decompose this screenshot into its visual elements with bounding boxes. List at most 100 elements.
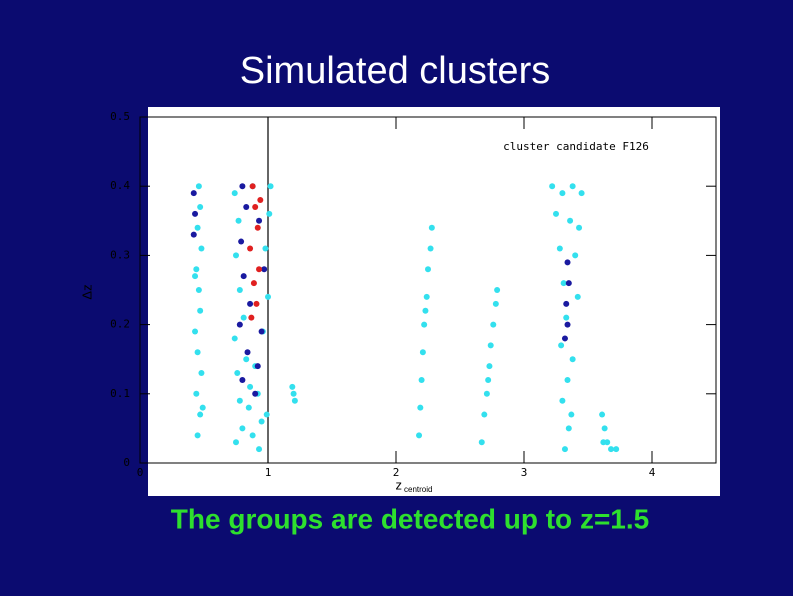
point (192, 273, 199, 280)
point (418, 376, 425, 383)
point (563, 300, 570, 307)
point (422, 307, 429, 314)
point (549, 183, 556, 190)
y-tick-label: 0.2 (110, 318, 130, 331)
point (568, 411, 575, 418)
point (563, 314, 570, 321)
point (494, 287, 501, 293)
point (564, 259, 571, 266)
point (236, 321, 243, 328)
point (234, 370, 241, 377)
point (197, 307, 204, 314)
point (197, 203, 204, 210)
point (195, 183, 202, 190)
point (601, 425, 608, 432)
point (253, 300, 260, 307)
point (261, 266, 268, 273)
point (199, 404, 206, 411)
point (291, 397, 298, 404)
point (247, 300, 254, 307)
axes-frame (139, 116, 717, 464)
y-tick-label: 0.4 (110, 179, 130, 192)
point (492, 300, 499, 307)
point (198, 370, 205, 377)
slide-title: Simulated clusters (240, 50, 550, 92)
point (560, 280, 567, 287)
point (485, 376, 492, 383)
point (194, 224, 201, 231)
point (564, 321, 571, 328)
point (556, 245, 563, 252)
point (190, 231, 197, 238)
point (289, 383, 296, 390)
point (239, 425, 246, 432)
point (572, 252, 579, 259)
point (233, 439, 239, 446)
point (257, 197, 264, 204)
point (240, 314, 247, 321)
point (192, 328, 199, 335)
point (239, 183, 246, 190)
point (567, 217, 574, 224)
point (266, 210, 273, 217)
point (290, 390, 297, 397)
point (427, 245, 434, 252)
point (262, 245, 269, 252)
point (578, 190, 585, 197)
point (250, 280, 257, 287)
point (256, 266, 263, 273)
point (235, 217, 242, 224)
point (267, 183, 274, 190)
point (193, 266, 200, 273)
point (483, 390, 490, 397)
point (247, 383, 254, 390)
y-tick-label: 0.1 (110, 387, 130, 400)
point (419, 349, 426, 356)
y-tick-label: 0.3 (110, 248, 130, 261)
point (569, 183, 576, 190)
point (416, 432, 423, 439)
point (195, 287, 202, 293)
plot: 0 0.1 0.2 0.3 0.4 0.5 0 1 2 3 4 cluster candidate F… (79, 110, 717, 494)
point (254, 363, 261, 370)
point (238, 238, 245, 245)
point (244, 349, 251, 356)
point (249, 183, 256, 190)
point (233, 252, 239, 259)
x-tick-label: 1 (265, 466, 272, 479)
point (265, 293, 271, 300)
point (249, 432, 256, 439)
point (252, 203, 259, 210)
point (608, 446, 615, 453)
point (248, 314, 255, 321)
point (198, 245, 205, 252)
point (561, 446, 568, 453)
point (258, 418, 265, 425)
point (247, 245, 254, 252)
point (558, 342, 565, 349)
point (613, 446, 620, 453)
x-tick-label: 0 (137, 466, 144, 479)
plot-background (148, 107, 720, 496)
annotation: cluster candidate F126 (503, 140, 649, 153)
point (487, 342, 494, 349)
point (574, 293, 581, 300)
point (240, 273, 247, 280)
point (478, 439, 485, 446)
point (490, 321, 497, 328)
point (258, 328, 265, 335)
point (231, 190, 238, 197)
point (254, 224, 261, 231)
point (425, 266, 431, 273)
point (421, 321, 428, 328)
point (190, 190, 197, 197)
point (561, 335, 568, 342)
point (599, 411, 606, 418)
point (423, 293, 430, 300)
point (565, 280, 572, 287)
point (569, 356, 576, 363)
point (252, 390, 259, 397)
point (600, 439, 607, 446)
